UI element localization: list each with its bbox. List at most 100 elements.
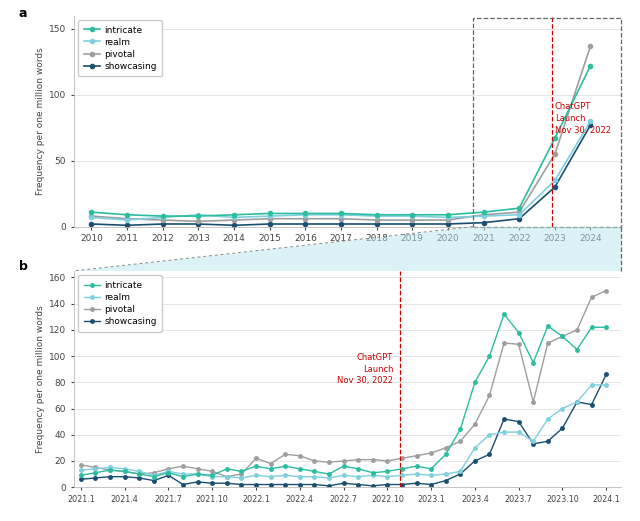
pivotal	[551, 151, 559, 157]
Line: intricate: intricate	[90, 64, 593, 218]
showcasing	[164, 472, 172, 478]
pivotal	[92, 464, 99, 470]
intricate	[551, 135, 559, 141]
showcasing	[444, 221, 452, 227]
Legend: intricate, realm, pivotal, showcasing: intricate, realm, pivotal, showcasing	[78, 276, 162, 332]
realm	[471, 445, 479, 451]
showcasing	[340, 480, 348, 486]
realm	[408, 213, 416, 219]
realm	[121, 466, 129, 472]
pivotal	[573, 327, 581, 333]
showcasing	[337, 221, 345, 227]
realm	[355, 474, 362, 480]
intricate	[529, 359, 537, 366]
pivotal	[500, 340, 508, 346]
showcasing	[88, 221, 95, 227]
showcasing	[159, 221, 166, 227]
realm	[413, 471, 420, 477]
pivotal	[529, 399, 537, 405]
showcasing	[195, 221, 202, 227]
pivotal	[88, 213, 95, 219]
realm	[136, 468, 143, 475]
intricate	[296, 466, 303, 472]
realm	[456, 468, 464, 475]
pivotal	[442, 445, 449, 451]
realm	[340, 472, 348, 478]
pivotal	[223, 474, 230, 480]
realm	[515, 212, 523, 218]
pivotal	[179, 463, 187, 469]
realm	[266, 213, 273, 219]
showcasing	[194, 479, 202, 485]
showcasing	[179, 481, 187, 488]
intricate	[223, 466, 230, 472]
showcasing	[266, 221, 273, 227]
intricate	[588, 324, 595, 330]
realm	[515, 429, 522, 435]
intricate	[587, 63, 595, 69]
showcasing	[267, 481, 275, 488]
pivotal	[340, 458, 348, 464]
realm	[106, 464, 114, 470]
pivotal	[480, 212, 488, 218]
Text: ChatGPT
Launch
Nov 30, 2022: ChatGPT Launch Nov 30, 2022	[337, 353, 393, 386]
showcasing	[77, 476, 84, 482]
realm	[480, 213, 488, 219]
showcasing	[369, 482, 376, 489]
pivotal	[282, 451, 289, 457]
realm	[164, 468, 172, 475]
pivotal	[408, 217, 416, 223]
realm	[325, 475, 333, 481]
showcasing	[471, 458, 479, 464]
pivotal	[164, 466, 172, 472]
pivotal	[121, 468, 129, 475]
showcasing	[296, 481, 303, 488]
pivotal	[124, 216, 131, 222]
pivotal	[588, 294, 595, 300]
Text: b: b	[19, 260, 28, 273]
pivotal	[325, 459, 333, 465]
realm	[159, 214, 166, 220]
intricate	[92, 469, 99, 476]
showcasing	[551, 184, 559, 190]
realm	[209, 474, 216, 480]
intricate	[136, 471, 143, 477]
showcasing	[573, 399, 581, 405]
Line: realm: realm	[90, 119, 593, 222]
pivotal	[413, 453, 420, 459]
pivotal	[444, 217, 452, 223]
intricate	[267, 466, 275, 472]
pivotal	[296, 453, 303, 459]
pivotal	[159, 217, 166, 223]
Line: pivotal: pivotal	[79, 289, 608, 478]
realm	[602, 382, 610, 388]
realm	[124, 217, 131, 223]
pivotal	[194, 466, 202, 472]
Line: intricate: intricate	[79, 313, 608, 478]
pivotal	[266, 216, 273, 222]
intricate	[383, 468, 391, 475]
pivotal	[559, 333, 566, 340]
showcasing	[372, 221, 380, 227]
realm	[500, 429, 508, 435]
intricate	[106, 467, 114, 473]
showcasing	[515, 216, 523, 222]
Line: pivotal: pivotal	[90, 44, 593, 224]
showcasing	[237, 481, 245, 488]
intricate	[515, 329, 522, 336]
intricate	[159, 213, 166, 219]
realm	[486, 431, 493, 438]
showcasing	[529, 441, 537, 447]
showcasing	[408, 221, 416, 227]
realm	[587, 118, 595, 125]
realm	[237, 475, 245, 481]
intricate	[237, 468, 245, 475]
showcasing	[383, 481, 391, 488]
intricate	[444, 212, 452, 218]
pivotal	[355, 456, 362, 463]
showcasing	[587, 122, 595, 128]
intricate	[602, 324, 610, 330]
pivotal	[209, 468, 216, 475]
intricate	[486, 353, 493, 359]
intricate	[195, 213, 202, 219]
